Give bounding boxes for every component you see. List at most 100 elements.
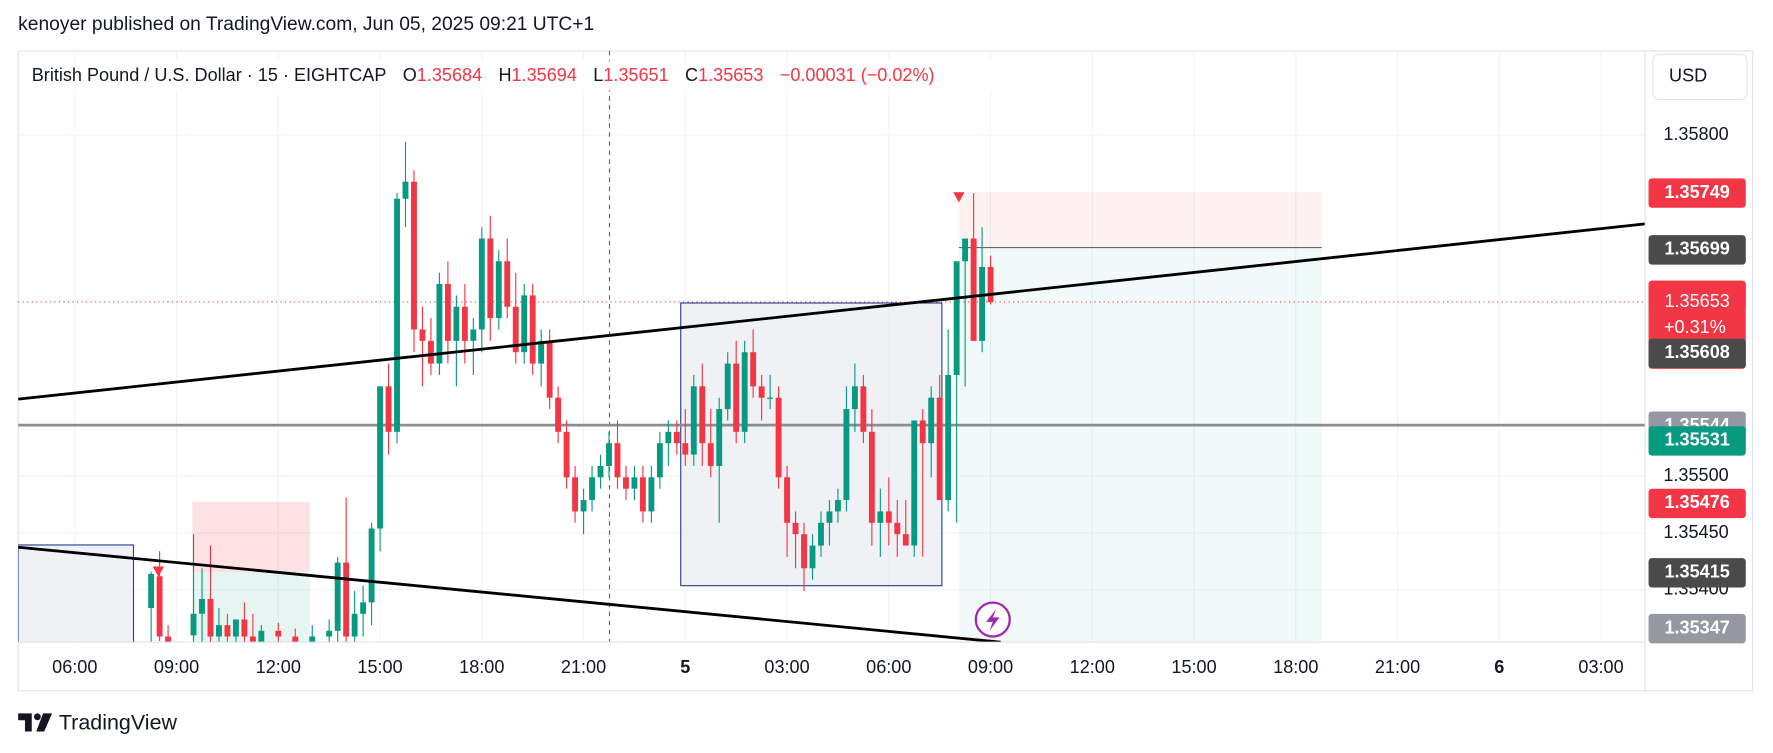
x-tick-label: 15:00 xyxy=(1171,657,1216,677)
candle-body xyxy=(470,329,477,341)
candle-body xyxy=(411,181,417,330)
candle-body xyxy=(444,283,451,341)
x-tick-label: 03:00 xyxy=(1578,657,1623,677)
candle-body xyxy=(648,477,655,512)
ohlc-key: O xyxy=(403,65,417,85)
price-tag xyxy=(1648,338,1746,369)
stop-zone xyxy=(192,502,310,573)
price-tag-label: 1.35347 xyxy=(1664,617,1729,637)
target-zone xyxy=(958,247,1322,643)
signal-marker xyxy=(152,566,165,577)
price-tag xyxy=(1648,488,1746,519)
candle-body xyxy=(902,534,909,546)
candle-body xyxy=(699,386,706,444)
candle-body xyxy=(656,443,663,478)
candle-body xyxy=(394,198,400,432)
x-tick-label: 18:00 xyxy=(459,657,504,677)
range-box xyxy=(680,302,943,587)
candle-body xyxy=(207,598,214,637)
logo-mark xyxy=(34,713,41,721)
range-box xyxy=(18,544,135,643)
candle-body xyxy=(987,266,994,303)
x-tick-label: 09:00 xyxy=(968,657,1013,677)
legend-bg xyxy=(24,61,1032,91)
candle-body xyxy=(385,386,392,432)
candle-body xyxy=(614,443,621,478)
candle-body xyxy=(199,598,205,614)
x-tick-label: 06:00 xyxy=(52,657,97,677)
candle-body xyxy=(631,477,638,489)
x-tick-label: 21:00 xyxy=(561,657,606,677)
candle-body xyxy=(911,420,918,546)
candle-body xyxy=(343,562,350,637)
currency-button[interactable] xyxy=(1652,53,1748,101)
candle-body xyxy=(521,295,528,353)
candle-body xyxy=(148,573,155,609)
candle-body xyxy=(555,397,562,432)
candle-body xyxy=(818,522,824,546)
candle-body xyxy=(979,266,986,341)
candle-body xyxy=(690,386,697,455)
candle-body xyxy=(936,397,943,501)
price-tag-label: 1.35531 xyxy=(1664,430,1729,450)
logo-mark xyxy=(18,713,32,732)
drawings xyxy=(18,50,1646,643)
candle-body xyxy=(377,386,384,529)
candle-body xyxy=(589,477,595,501)
candle-body xyxy=(673,431,680,444)
ohlc-key: H xyxy=(498,65,511,85)
price-tag xyxy=(1648,178,1746,208)
y-tick-label: 1.35800 xyxy=(1663,124,1728,144)
candle-body xyxy=(546,340,553,398)
y-tick-label: 1.35500 xyxy=(1663,465,1728,485)
candle-body xyxy=(716,409,723,466)
candle-body xyxy=(275,630,282,637)
candle-body xyxy=(962,238,969,262)
candle-body xyxy=(165,636,172,643)
x-tick-label: 15:00 xyxy=(357,657,402,677)
price-tag-label: 1.35415 xyxy=(1664,562,1729,582)
candle-body xyxy=(750,352,757,387)
candle-body xyxy=(784,477,791,523)
ohlc-change: −0.00031 (−0.02%) xyxy=(780,65,935,85)
price-tag xyxy=(1648,235,1746,265)
candle-body xyxy=(919,420,926,444)
candle-body xyxy=(504,261,511,307)
signal-marker xyxy=(953,192,965,203)
ohlc-value: 1.35651 xyxy=(603,65,668,85)
candle-body xyxy=(572,477,579,512)
candle-body xyxy=(970,238,977,341)
x-tick-label: 06:00 xyxy=(866,657,911,677)
candle-body xyxy=(775,397,782,478)
candle-body xyxy=(487,238,494,319)
symbol-title: British Pound / U.S. Dollar · 15 · EIGHT… xyxy=(32,65,387,85)
candle-body xyxy=(580,500,587,512)
x-tick-label: 18:00 xyxy=(1273,657,1318,677)
price-tag xyxy=(1648,558,1746,588)
candle-body xyxy=(436,283,443,364)
candle-body xyxy=(512,306,519,353)
ohlc-legend: British Pound / U.S. Dollar · 15 · EIGHT… xyxy=(24,61,1032,91)
price-labels: 1.357491.356991.356591.35653+0.31%08:331… xyxy=(1648,178,1746,644)
logo-mark xyxy=(36,713,53,732)
stop-zone xyxy=(958,192,1322,248)
candle-body xyxy=(232,619,239,637)
candle-body xyxy=(563,431,570,478)
candle-body xyxy=(945,374,952,501)
price-tag-label: 1.35749 xyxy=(1664,182,1729,202)
candle-body xyxy=(326,630,333,637)
candle-body xyxy=(258,630,265,643)
candle-body xyxy=(733,363,740,432)
candle-body xyxy=(156,576,163,637)
candle-body xyxy=(665,431,672,444)
price-tag-label: 1.35476 xyxy=(1664,492,1729,512)
candle-body xyxy=(224,625,231,637)
candle-body xyxy=(529,295,536,364)
currency-label: USD xyxy=(1669,66,1707,86)
candle-body xyxy=(538,340,545,364)
candle-body xyxy=(309,636,316,643)
candle-body xyxy=(360,602,367,614)
ohlc-value: 1.35653 xyxy=(698,65,763,85)
x-tick-label: 12:00 xyxy=(256,657,301,677)
